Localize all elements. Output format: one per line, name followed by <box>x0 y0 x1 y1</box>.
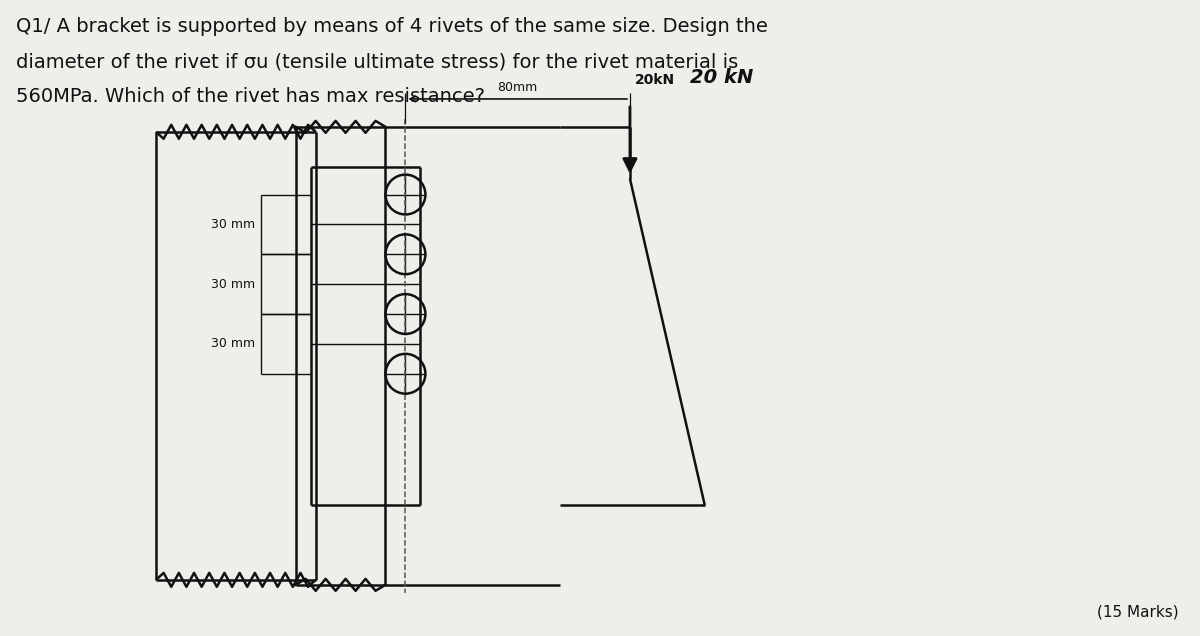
Text: diameter of the rivet if σu (tensile ultimate stress) for the rivet material is: diameter of the rivet if σu (tensile ult… <box>17 52 739 71</box>
Text: 30 mm: 30 mm <box>211 337 256 350</box>
Text: 30 mm: 30 mm <box>211 278 256 291</box>
Text: 20kN: 20kN <box>635 73 676 87</box>
Text: Q1/ A bracket is supported by means of 4 rivets of the same size. Design the: Q1/ A bracket is supported by means of 4… <box>17 17 768 36</box>
Text: (15 Marks): (15 Marks) <box>1097 605 1178 619</box>
Text: 20 kN: 20 kN <box>690 68 754 87</box>
Text: 30 mm: 30 mm <box>211 218 256 231</box>
Text: 80mm: 80mm <box>498 81 538 94</box>
Text: 560MPa. Which of the rivet has max resistance?: 560MPa. Which of the rivet has max resis… <box>17 87 485 106</box>
